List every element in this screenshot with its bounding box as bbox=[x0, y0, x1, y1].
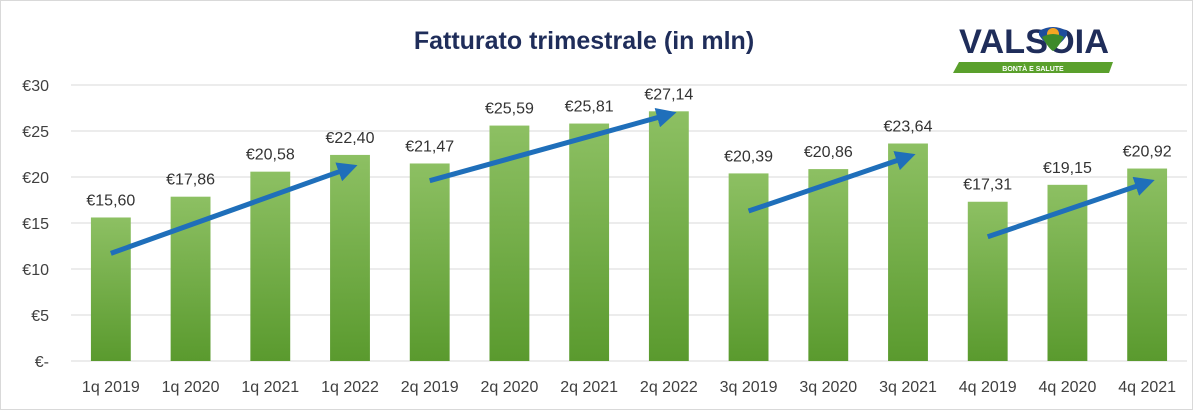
y-tick-label: €15 bbox=[22, 216, 49, 233]
x-tick-label: 3q 2020 bbox=[799, 379, 857, 396]
data-label: €17,86 bbox=[166, 172, 215, 189]
data-labels: €15,60 €17,86 €20,58 €22,40 €21,47 €25,59 €25,… bbox=[86, 86, 1171, 209]
x-tick-label: 2q 2020 bbox=[481, 379, 539, 396]
x-tick-label: 3q 2021 bbox=[879, 379, 937, 396]
x-tick-label: 4q 2019 bbox=[959, 379, 1017, 396]
bar bbox=[569, 123, 610, 361]
data-label: €25,81 bbox=[565, 99, 614, 116]
data-label: €21,47 bbox=[405, 138, 454, 155]
x-tick-label: 4q 2020 bbox=[1039, 379, 1097, 396]
logo-emblem-icon bbox=[1039, 27, 1067, 51]
data-label: €27,14 bbox=[644, 86, 693, 103]
data-label: €25,59 bbox=[485, 101, 534, 118]
y-tick-label: €30 bbox=[22, 78, 49, 95]
chart-title: Fatturato trimestrale (in mln) bbox=[414, 27, 754, 55]
bar bbox=[728, 173, 769, 361]
x-tick-label: 1q 2022 bbox=[321, 379, 379, 396]
y-tick-label: €20 bbox=[22, 170, 49, 187]
x-tick-label: 1q 2020 bbox=[162, 379, 220, 396]
x-tick-label: 2q 2021 bbox=[560, 379, 618, 396]
bar bbox=[648, 111, 689, 361]
data-label: €22,40 bbox=[326, 130, 375, 147]
data-label: €20,39 bbox=[724, 148, 773, 165]
data-label: €15,60 bbox=[86, 192, 135, 209]
x-tick-label: 2q 2022 bbox=[640, 379, 698, 396]
data-label: €17,31 bbox=[963, 177, 1012, 194]
valsoia-logo: BONTÀ E SALUTE VALSOIA bbox=[953, 23, 1113, 73]
data-label: €20,92 bbox=[1123, 144, 1172, 161]
x-tick-label: 4q 2021 bbox=[1118, 379, 1176, 396]
y-tick-label: €- bbox=[35, 354, 49, 371]
bar bbox=[330, 154, 370, 361]
data-label: €20,86 bbox=[804, 144, 853, 161]
data-label: €20,58 bbox=[246, 147, 295, 164]
x-tick-label: 1q 2021 bbox=[241, 379, 299, 396]
x-tick-label: 2q 2019 bbox=[401, 379, 459, 396]
bar bbox=[90, 217, 131, 361]
bar bbox=[1127, 168, 1168, 361]
trend-arrow bbox=[747, 151, 916, 214]
y-tick-label: €25 bbox=[22, 124, 49, 141]
data-label: €23,64 bbox=[884, 119, 933, 136]
logo-band bbox=[953, 62, 1113, 73]
trend-arrow bbox=[429, 108, 677, 184]
bar bbox=[967, 201, 1008, 361]
trend-arrow bbox=[986, 176, 1155, 240]
bar bbox=[888, 143, 928, 361]
trend-arrows bbox=[110, 108, 1155, 256]
bar bbox=[409, 163, 450, 361]
x-axis-ticks: 1q 2019 1q 2020 1q 2021 1q 2022 2q 2019 2q 20… bbox=[82, 379, 1176, 396]
data-label: €19,15 bbox=[1043, 160, 1092, 177]
trend-arrow bbox=[110, 162, 358, 256]
logo-tagline: BONTÀ E SALUTE bbox=[1002, 64, 1064, 73]
x-tick-label: 1q 2019 bbox=[82, 379, 140, 396]
y-tick-label: €5 bbox=[31, 308, 49, 325]
logo-wordmark: VALSOIA bbox=[959, 23, 1109, 61]
y-tick-label: €10 bbox=[22, 262, 49, 279]
y-axis-ticks: €- €5 €10 €15 €20 €25 €30 bbox=[22, 78, 49, 371]
x-tick-label: 3q 2019 bbox=[720, 379, 778, 396]
bar bbox=[808, 169, 849, 361]
